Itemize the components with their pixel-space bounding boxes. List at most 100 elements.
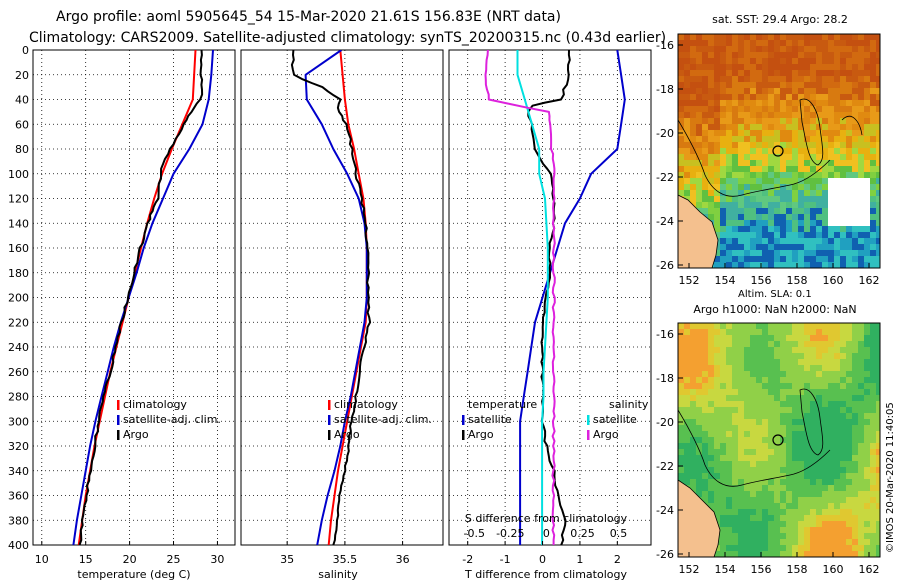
map-cell — [774, 148, 781, 155]
map-cell — [738, 40, 745, 47]
map-cell — [828, 106, 835, 113]
map-cell — [720, 190, 727, 197]
map-cell — [846, 208, 853, 215]
map-cell — [762, 238, 769, 245]
map-cell — [840, 461, 847, 468]
map-cell — [708, 413, 715, 420]
map-cell — [816, 443, 823, 450]
map-cell — [702, 479, 709, 486]
map-cell — [708, 401, 715, 408]
map-cell — [834, 521, 841, 528]
map-cell — [870, 485, 877, 492]
map-cell — [726, 545, 733, 552]
map-cell — [858, 491, 865, 498]
map-cell — [726, 178, 733, 185]
map-cell — [822, 353, 829, 360]
map-cell — [714, 497, 721, 504]
map-cell — [858, 443, 865, 450]
map-cell — [720, 461, 727, 468]
map-cell — [792, 58, 799, 65]
map-cell — [762, 262, 769, 268]
map-cell — [780, 160, 787, 167]
map-cell — [870, 196, 877, 203]
map-cell — [786, 256, 793, 263]
map-cell — [876, 88, 880, 95]
map-cell — [744, 431, 751, 438]
map-cell — [858, 407, 865, 414]
map-cell — [798, 503, 805, 510]
map-cell — [840, 196, 847, 203]
map-cell — [798, 244, 805, 251]
map-cell — [864, 449, 871, 456]
map-cell — [774, 551, 781, 557]
map-cell — [756, 485, 763, 492]
map-cell — [774, 88, 781, 95]
map-cell — [684, 148, 691, 155]
map-cell — [750, 437, 757, 444]
map-cell — [738, 166, 745, 173]
map-cell — [696, 124, 703, 131]
map-cell — [738, 112, 745, 119]
map-cell — [858, 118, 865, 125]
map-cell — [786, 407, 793, 414]
sst-map-title: sat. SST: 29.4 Argo: 28.2 — [712, 13, 848, 26]
map-cell — [726, 431, 733, 438]
map-cell — [684, 166, 691, 173]
map-cell — [726, 148, 733, 155]
map-cell — [768, 226, 775, 233]
lat-tick-label: -18 — [656, 372, 674, 385]
map-cell — [738, 52, 745, 59]
map-cell — [834, 106, 841, 113]
map-cell — [714, 58, 721, 65]
map-cell — [828, 473, 835, 480]
map-cell — [822, 479, 829, 486]
map-cell — [756, 431, 763, 438]
map-cell — [870, 329, 877, 336]
map-cell — [750, 449, 757, 456]
map-cell — [810, 112, 817, 119]
map-cell — [864, 347, 871, 354]
map-cell — [738, 262, 745, 268]
map-cell — [846, 202, 853, 209]
map-cell — [810, 82, 817, 89]
map-cell — [780, 323, 787, 330]
map-cell — [840, 112, 847, 119]
map-cell — [726, 347, 733, 354]
lat-tick-label: -22 — [656, 171, 674, 184]
map-cell — [780, 413, 787, 420]
map-cell — [834, 377, 841, 384]
map-cell — [792, 521, 799, 528]
map-cell — [762, 106, 769, 113]
map-cell — [870, 190, 877, 197]
map-cell — [846, 545, 853, 552]
map-cell — [720, 467, 727, 474]
map-cell — [732, 395, 739, 402]
map-cell — [684, 467, 691, 474]
map-cell — [684, 40, 691, 47]
map-cell — [696, 389, 703, 396]
map-cell — [792, 34, 799, 41]
map-cell — [840, 52, 847, 59]
map-cell — [744, 395, 751, 402]
map-cell — [732, 232, 739, 239]
map-cell — [702, 407, 709, 414]
map-cell — [864, 425, 871, 432]
map-cell — [738, 365, 745, 372]
map-cell — [804, 497, 811, 504]
map-cell — [750, 503, 757, 510]
map-cell — [726, 154, 733, 161]
map-cell — [858, 473, 865, 480]
map-cell — [876, 70, 880, 77]
map-cell — [852, 88, 859, 95]
map-cell — [846, 166, 853, 173]
map-cell — [816, 106, 823, 113]
map-cell — [864, 551, 871, 557]
map-cell — [840, 533, 847, 540]
map-cell — [744, 389, 751, 396]
map-cell — [810, 359, 817, 366]
map-cell — [696, 365, 703, 372]
map-cell — [822, 106, 829, 113]
map-cell — [828, 443, 835, 450]
map-cell — [798, 545, 805, 552]
map-cell — [774, 401, 781, 408]
